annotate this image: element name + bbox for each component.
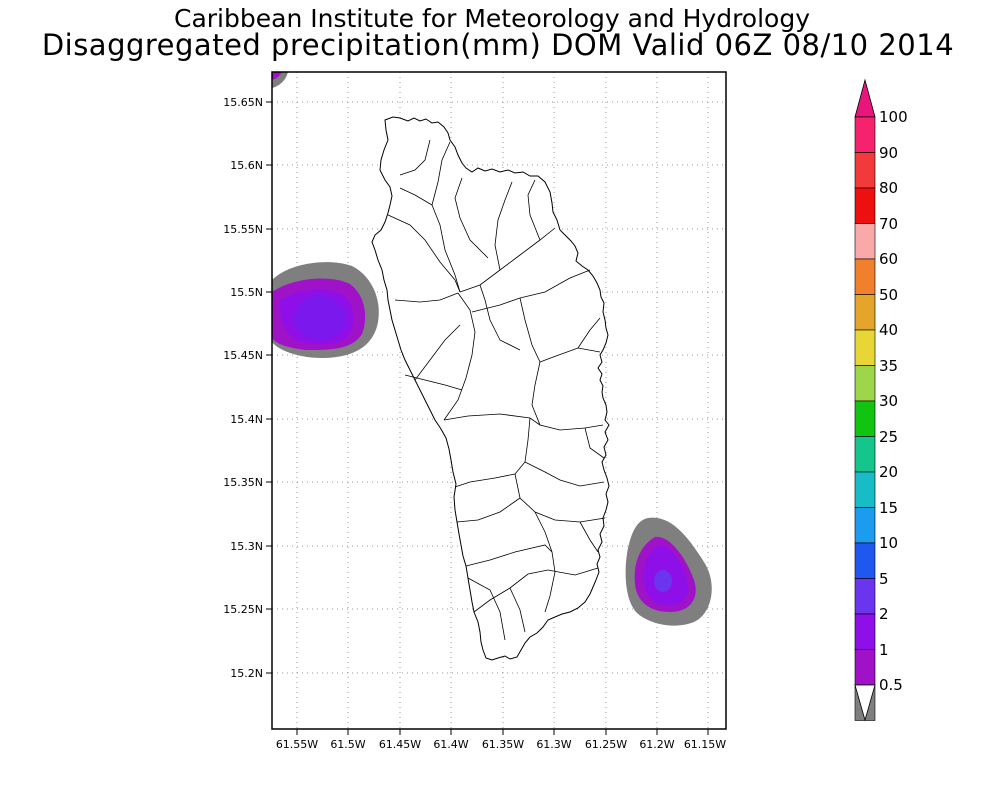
lat-label: 15.2N	[230, 667, 263, 680]
lon-label: 61.45W	[379, 738, 421, 751]
colorbar-cell	[854, 152, 876, 189]
colorbar-label: 50	[879, 286, 898, 304]
lon-label: 61.5W	[330, 738, 365, 751]
precipitation-shading	[272, 72, 712, 626]
colorbar-label: 10	[879, 534, 898, 552]
colorbar: 100 90 80 70 60 50 40 35 30 25 20 15 10 …	[854, 78, 908, 722]
lon-label: 61.4W	[433, 738, 468, 751]
lon-label: 61.35W	[482, 738, 524, 751]
colorbar-cell	[854, 223, 876, 260]
colorbar-cell	[854, 578, 876, 615]
lat-label: 15.65N	[223, 96, 263, 109]
colorbar-top-arrow	[854, 78, 876, 118]
colorbar-cell	[854, 365, 876, 402]
lon-label: 61.15W	[684, 738, 726, 751]
colorbar-cell	[854, 329, 876, 366]
title-product: Disaggregated precipitation(mm) DOM Vali…	[41, 28, 955, 62]
colorbar-bottom-arrow	[854, 684, 876, 722]
lat-label: 15.25N	[223, 603, 263, 616]
map-frame	[271, 71, 727, 730]
colorbar-cell	[854, 294, 876, 331]
title-institute: Caribbean Institute for Meteorology and …	[174, 4, 810, 33]
colorbar-labels: 100 90 80 70 60 50 40 35 30 25 20 15 10 …	[879, 108, 908, 694]
colorbar-label: 20	[879, 463, 898, 481]
colorbar-cell	[854, 542, 876, 579]
colorbar-cell	[854, 187, 876, 224]
precip-se-5mm	[654, 570, 672, 592]
longitude-labels: 61.55W 61.5W 61.45W 61.4W 61.35W 61.3W 6…	[276, 738, 726, 751]
colorbar-cell	[854, 613, 876, 650]
precip-corner-1mm	[272, 72, 282, 80]
colorbar-label: 100	[879, 108, 908, 126]
lat-label: 15.55N	[223, 223, 263, 236]
lat-label: 15.3N	[230, 540, 263, 553]
colorbar-label: 35	[879, 357, 898, 375]
axis-ticks	[266, 101, 709, 735]
lat-label: 15.35N	[223, 476, 263, 489]
colorbar-cell	[854, 116, 876, 153]
precip-west-5mm	[294, 296, 346, 340]
lon-label: 61.55W	[276, 738, 318, 751]
lat-label: 15.45N	[223, 349, 263, 362]
lon-label: 61.25W	[585, 738, 627, 751]
lat-label: 15.6N	[230, 159, 263, 172]
colorbar-label: 15	[879, 499, 898, 517]
colorbar-label: 90	[879, 144, 898, 162]
island-coastline	[371, 116, 610, 661]
colorbar-cell	[854, 436, 876, 473]
colorbar-label: 80	[879, 179, 898, 197]
colorbar-label: 1	[879, 641, 889, 659]
latitude-labels: 15.65N 15.6N 15.55N 15.5N 15.45N 15.4N 1…	[223, 96, 263, 680]
lat-label: 15.5N	[230, 286, 263, 299]
colorbar-label: 70	[879, 215, 898, 233]
colorbar-label: 30	[879, 392, 898, 410]
lon-label: 61.2W	[639, 738, 674, 751]
colorbar-cells	[854, 116, 876, 721]
colorbar-label: 25	[879, 428, 898, 446]
colorbar-label: 60	[879, 250, 898, 268]
colorbar-cell	[854, 471, 876, 508]
colorbar-label: 5	[879, 570, 889, 588]
colorbar-cell	[854, 507, 876, 544]
lat-label: 15.4N	[230, 413, 263, 426]
colorbar-cell	[854, 258, 876, 295]
island-dominica	[371, 116, 610, 661]
colorbar-label: 2	[879, 605, 889, 623]
colorbar-cell	[854, 400, 876, 437]
colorbar-label: 40	[879, 321, 898, 339]
colorbar-cell	[854, 649, 876, 686]
lon-label: 61.3W	[536, 738, 571, 751]
island-watersheds	[387, 139, 606, 641]
colorbar-label: 0.5	[879, 676, 903, 694]
